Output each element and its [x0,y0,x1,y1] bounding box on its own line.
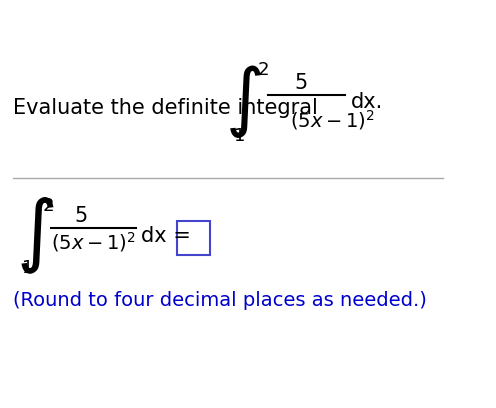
Text: (Round to four decimal places as needed.): (Round to four decimal places as needed.… [13,290,427,310]
Text: $\int$: $\int$ [225,64,262,140]
Text: 1: 1 [22,259,33,277]
Text: 2: 2 [42,197,54,215]
Text: $(5x-1)^{2}$: $(5x-1)^{2}$ [51,230,135,254]
Text: Evaluate the definite integral: Evaluate the definite integral [13,98,318,118]
Text: dx =: dx = [141,226,191,246]
Text: $(5x-1)^{2}$: $(5x-1)^{2}$ [290,108,375,132]
Text: $\int$: $\int$ [16,196,54,276]
FancyBboxPatch shape [177,221,210,255]
Text: 5: 5 [295,73,308,93]
Text: 5: 5 [74,206,87,226]
Text: 2: 2 [257,61,269,79]
Text: 1: 1 [234,127,246,145]
Text: dx.: dx. [351,92,383,112]
